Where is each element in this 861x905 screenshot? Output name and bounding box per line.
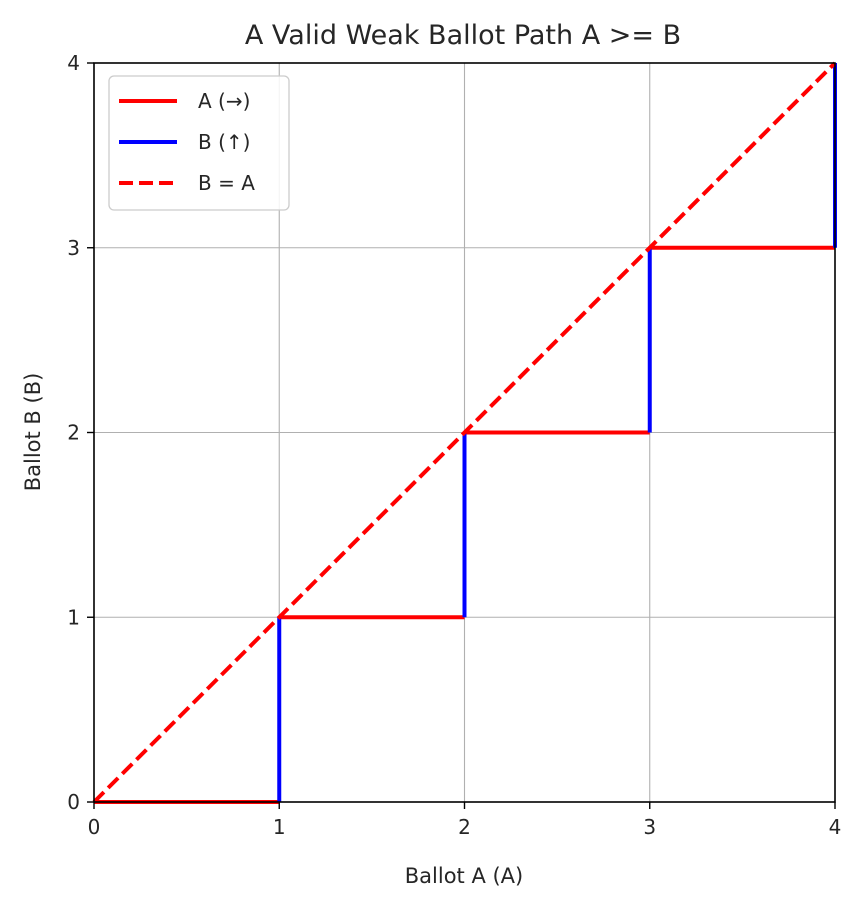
legend-label: B = A [198, 171, 255, 195]
series-2-segment [92, 61, 837, 804]
legend-box [108, 75, 290, 211]
x-axis-label: Ballot A (A) [405, 864, 524, 888]
x-tick-label: 1 [273, 815, 286, 839]
y-tick-label: 2 [67, 421, 80, 445]
legend-label: A (→) [198, 89, 250, 113]
x-tick-label: 4 [829, 815, 842, 839]
y-axis-label: Ballot B (B) [21, 373, 45, 492]
x-tick-label: 3 [643, 815, 656, 839]
ticks: 0 1 2 3 4 0 1 2 3 4 [67, 51, 841, 839]
x-tick-label: 0 [88, 815, 101, 839]
legend: A (→) B (↑) B = A [108, 75, 290, 211]
y-tick-label: 0 [67, 790, 80, 814]
y-tick-label: 3 [67, 236, 80, 260]
x-tick-label: 2 [458, 815, 471, 839]
y-tick-label: 4 [67, 51, 80, 75]
y-tick-label: 1 [67, 605, 80, 629]
legend-label: B (↑) [198, 130, 250, 154]
chart-title: A Valid Weak Ballot Path A >= B [245, 20, 681, 51]
